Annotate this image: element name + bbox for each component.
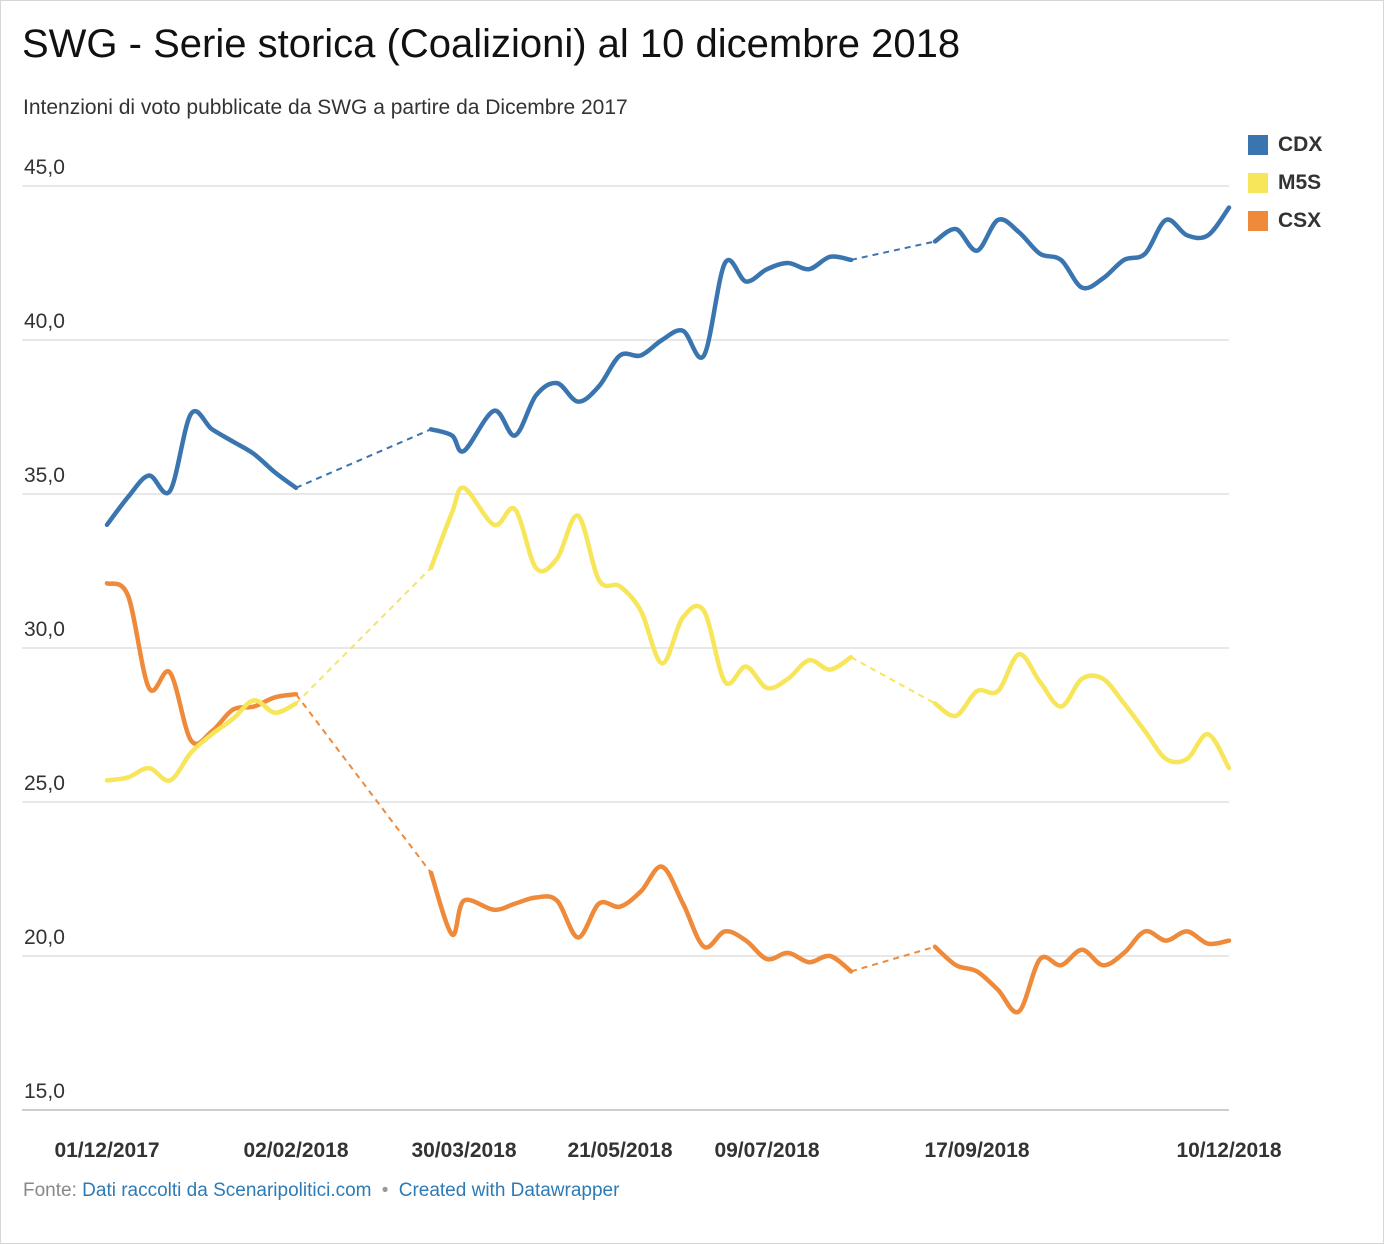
legend-item-cdx: CDX	[1248, 126, 1322, 164]
x-tick-label: 02/02/2018	[243, 1139, 348, 1162]
y-tick-label: 40,0	[24, 310, 65, 333]
legend-swatch	[1248, 173, 1268, 193]
footer: Fonte: Dati raccolti da Scenaripolitici.…	[23, 1180, 619, 1202]
x-tick-label: 10/12/2018	[1176, 1139, 1281, 1162]
legend: CDX M5S CSX	[1248, 126, 1322, 240]
y-tick-label: 20,0	[24, 926, 65, 949]
y-tick-label: 25,0	[24, 772, 65, 795]
series-lines	[104, 205, 1232, 1015]
x-tick-label: 01/12/2017	[54, 1139, 159, 1162]
series-cdx-gap-connector	[850, 240, 936, 261]
series-csx-line	[428, 864, 854, 974]
x-tick-label: 30/03/2018	[411, 1139, 516, 1162]
series-csx-line	[932, 928, 1232, 1015]
x-tick-label: 21/05/2018	[567, 1139, 672, 1162]
y-tick-label: 30,0	[24, 618, 65, 641]
series-m5s-gap-connector	[295, 567, 432, 705]
series-csx-gap-connector	[850, 945, 936, 973]
series-cdx	[104, 205, 1232, 528]
x-tick-label: 17/09/2018	[924, 1139, 1029, 1162]
series-cdx-gap-connector	[295, 428, 432, 489]
legend-swatch	[1248, 211, 1268, 231]
legend-item-csx: CSX	[1248, 202, 1322, 240]
legend-label: M5S	[1278, 171, 1322, 194]
x-tick-label: 09/07/2018	[714, 1139, 819, 1162]
series-m5s-line	[104, 698, 299, 783]
footer-prefix: Fonte:	[23, 1180, 77, 1201]
series-m5s-gap-connector	[850, 656, 936, 705]
series-m5s-line	[428, 485, 854, 691]
datawrapper-credit-link[interactable]: Created with Datawrapper	[398, 1180, 620, 1201]
legend-item-m5s: M5S	[1248, 164, 1322, 202]
series-csx-line	[104, 581, 299, 746]
series-cdx-line	[104, 409, 299, 528]
source-link[interactable]: Dati raccolti da Scenaripolitici.com	[82, 1180, 372, 1201]
y-tick-label: 45,0	[24, 156, 65, 179]
chart-subtitle: Intenzioni di voto pubblicate da SWG a p…	[23, 96, 628, 119]
series-m5s-line	[932, 651, 1232, 771]
y-tick-label: 35,0	[24, 464, 65, 487]
footer-separator: •	[381, 1180, 389, 1201]
x-axis-ticks: 01/12/2017 02/02/2018 30/03/2018 21/05/2018…	[54, 1139, 1281, 1162]
legend-swatch	[1248, 135, 1268, 155]
legend-label: CSX	[1278, 209, 1322, 232]
y-axis-ticks: 45,0 40,0 35,0 30,0 25,0 20,0 15,0	[24, 156, 65, 1103]
grid-lines	[22, 185, 1229, 1111]
series-cdx-line	[932, 205, 1232, 291]
series-cdx-line	[428, 254, 854, 454]
legend-label: CDX	[1278, 133, 1323, 156]
series-csx-gap-connector	[295, 693, 432, 874]
series-m5s	[104, 485, 1232, 783]
chart-title: SWG - Serie storica (Coalizioni) al 10 d…	[22, 22, 961, 66]
y-tick-label: 15,0	[24, 1080, 65, 1103]
